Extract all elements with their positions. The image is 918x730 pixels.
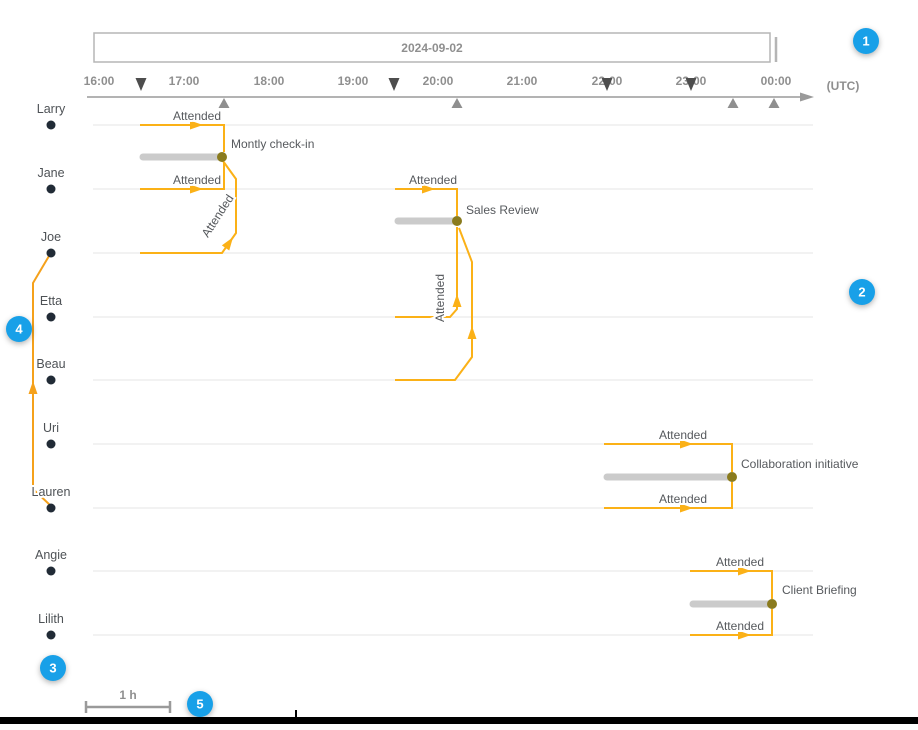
attended-arrow-icon	[452, 294, 462, 307]
event-start-marker-icon	[601, 78, 613, 91]
callout-number: 1	[862, 34, 869, 49]
time-tick-label: 20:00	[423, 74, 454, 88]
attended-label: Attended	[173, 109, 221, 123]
callout-circle[interactable]	[6, 316, 32, 342]
event-node[interactable]	[767, 599, 777, 609]
attended-arrow-icon	[738, 630, 751, 640]
person-node[interactable]	[46, 375, 56, 385]
person-link-arrow-icon	[28, 381, 38, 394]
attended-label: Attended	[199, 192, 237, 240]
attended-edge	[690, 570, 773, 599]
time-tick-label: 17:00	[169, 74, 200, 88]
time-axis-arrow-icon	[800, 92, 814, 102]
callout-circle[interactable]	[187, 691, 213, 717]
attended-edge	[604, 482, 733, 509]
callout-badge[interactable]: 4	[6, 316, 32, 342]
time-tick-label: 00:00	[761, 74, 792, 88]
person-node[interactable]	[46, 184, 56, 194]
callout-number: 4	[15, 322, 23, 337]
person-label: Uri	[43, 421, 59, 435]
attended-edge	[395, 227, 473, 381]
callout-badge[interactable]: 2	[849, 279, 875, 305]
callout-badge[interactable]: 1	[853, 28, 879, 54]
person-node[interactable]	[46, 120, 56, 130]
event-start-marker-icon	[685, 78, 697, 91]
person-node[interactable]	[46, 566, 56, 576]
callout-badge[interactable]: 5	[187, 691, 213, 717]
event-end-marker-icon	[768, 98, 780, 108]
time-tick-label: 18:00	[254, 74, 285, 88]
attended-arrow-icon	[221, 237, 234, 251]
event-start-marker-icon	[388, 78, 400, 91]
callout-circle[interactable]	[853, 28, 879, 54]
date-label: 2024-09-02	[401, 41, 463, 55]
person-node[interactable]	[46, 312, 56, 322]
attended-edge	[140, 160, 237, 254]
attended-edge	[140, 162, 225, 190]
event-node[interactable]	[727, 472, 737, 482]
callout-circle[interactable]	[40, 655, 66, 681]
event-node[interactable]	[217, 152, 227, 162]
scale-bar-label: 1 h	[119, 688, 136, 702]
bottom-border-tick	[295, 710, 297, 717]
person-label: Beau	[36, 357, 65, 371]
event-node[interactable]	[452, 216, 462, 226]
person-node[interactable]	[46, 630, 56, 640]
attended-label: Attended	[173, 173, 221, 187]
date-band[interactable]	[93, 32, 771, 63]
attended-edge	[690, 609, 773, 636]
attended-arrow-icon	[738, 566, 751, 576]
callout-circle[interactable]	[849, 279, 875, 305]
attended-label: Attended	[433, 274, 447, 322]
event-end-marker-icon	[451, 98, 463, 108]
attended-edge	[604, 443, 733, 472]
utc-label: (UTC)	[827, 79, 860, 93]
callout-number: 2	[858, 285, 865, 300]
callout-badge[interactable]: 3	[40, 655, 66, 681]
event-start-marker-icon	[135, 78, 147, 91]
callout-number: 5	[196, 697, 203, 712]
time-tick-label: 16:00	[84, 74, 115, 88]
attended-arrow-icon	[467, 326, 477, 339]
person-label: Joe	[41, 230, 61, 244]
person-node[interactable]	[46, 248, 56, 258]
person-node[interactable]	[46, 503, 56, 513]
attended-arrow-icon	[680, 503, 693, 513]
attended-arrow-icon	[190, 120, 203, 130]
attended-label: Attended	[659, 492, 707, 506]
attended-label: Attended	[409, 173, 457, 187]
event-end-marker-icon	[727, 98, 739, 108]
person-label: Etta	[40, 294, 62, 308]
event-label: Montly check-in	[231, 137, 314, 151]
person-label: Angie	[35, 548, 67, 562]
attended-arrow-icon	[190, 184, 203, 194]
time-tick-label: 19:00	[338, 74, 369, 88]
attended-label: Attended	[659, 428, 707, 442]
callout-number: 3	[49, 661, 56, 676]
time-tick-label: 21:00	[507, 74, 538, 88]
event-end-marker-icon	[218, 98, 230, 108]
attended-label: Attended	[716, 555, 764, 569]
attended-arrow-icon	[422, 184, 435, 194]
event-label: Sales Review	[466, 203, 539, 217]
person-node[interactable]	[46, 439, 56, 449]
person-label: Jane	[37, 166, 64, 180]
attended-edge	[395, 227, 458, 318]
attended-label: Attended	[716, 619, 764, 633]
person-label: Lauren	[32, 485, 71, 499]
attended-edge	[395, 188, 458, 216]
attended-arrow-icon	[680, 439, 693, 449]
event-label: Collaboration initiative	[741, 457, 859, 471]
bottom-border	[0, 717, 918, 724]
person-label: Lilith	[38, 612, 64, 626]
event-label: Client Briefing	[782, 583, 857, 597]
person-label: Larry	[37, 102, 66, 116]
attended-edge	[140, 124, 225, 152]
